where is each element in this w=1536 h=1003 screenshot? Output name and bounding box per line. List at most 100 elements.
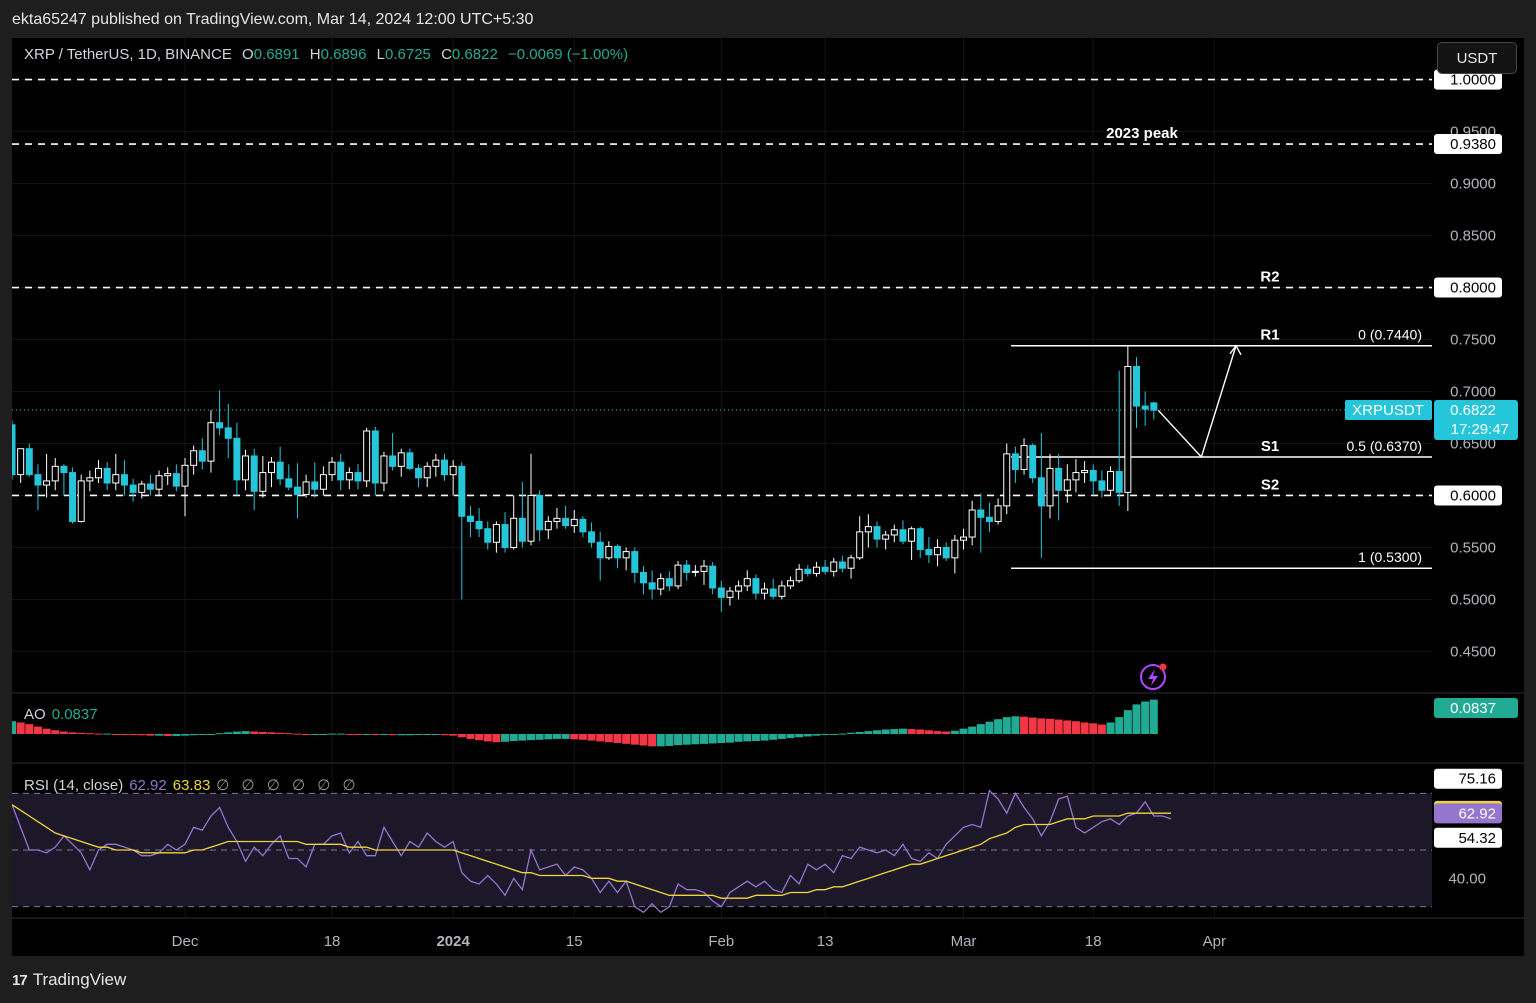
candle-body <box>293 486 301 495</box>
candle-body <box>207 422 215 462</box>
rsi-value: 62.92 <box>129 777 167 794</box>
currency-button[interactable]: USDT <box>1437 42 1517 74</box>
ao-bar <box>838 733 847 735</box>
ao-bar <box>864 731 873 734</box>
ao-bar <box>189 734 198 736</box>
ao-bar <box>630 734 639 745</box>
candle-body <box>475 520 483 530</box>
candle-body <box>562 517 570 527</box>
price-tick-label: 0.5500 <box>1450 539 1496 556</box>
fib-label: 1 (0.5300) <box>1358 549 1422 565</box>
ao-bar <box>42 728 51 734</box>
candle-body <box>380 455 388 484</box>
ao-bar <box>85 733 94 735</box>
fib-label: 0 (0.7440) <box>1358 327 1422 343</box>
symbol-badge-text: XRPUSDT <box>1352 402 1424 419</box>
symbol-title[interactable]: XRP / TetherUS, 1D, BINANCE <box>24 46 232 63</box>
ao-bar <box>302 734 311 735</box>
candle-body <box>1124 366 1132 493</box>
ao-bar <box>691 734 700 745</box>
candle-body <box>1072 472 1080 481</box>
ao-bar <box>388 734 397 736</box>
candle-body <box>596 541 604 559</box>
rsi-legend[interactable]: RSI (14, close) 62.92 63.83 ∅ ∅ ∅ ∅ ∅ ∅ <box>24 776 360 794</box>
level-badge-text: 1.0000 <box>1450 72 1496 89</box>
ao-bar <box>276 732 285 734</box>
candle-body <box>985 516 993 522</box>
ao-bar <box>898 728 907 734</box>
symbol-badge <box>1345 399 1432 420</box>
candle-body <box>138 483 146 493</box>
candle-body <box>605 545 613 559</box>
ao-bar <box>1028 717 1037 734</box>
ao-bar <box>59 731 68 734</box>
candle-body <box>120 474 128 486</box>
ao-bar <box>985 721 994 734</box>
rsi-max-badge <box>1434 768 1502 789</box>
published-info: ekta65247 published on TradingView.com, … <box>12 11 534 28</box>
candle-body <box>112 474 120 484</box>
candle-body <box>397 452 405 467</box>
high-label: H <box>309 46 321 63</box>
candle-body <box>345 472 353 481</box>
candle-body <box>441 459 448 476</box>
candle-body <box>1150 402 1158 411</box>
candle-body <box>406 452 414 469</box>
ao-bar <box>1020 716 1029 734</box>
ao-bar <box>232 731 241 734</box>
candle-body <box>354 472 362 482</box>
ao-bar <box>345 734 354 735</box>
close-value: 0.6822 <box>451 46 498 63</box>
ao-bar <box>120 734 129 735</box>
candle-body <box>1003 453 1011 507</box>
candle-body <box>916 528 924 551</box>
ao-legend[interactable]: AO 0.0837 <box>24 706 98 723</box>
ao-bar <box>1089 723 1098 734</box>
rsi-title: RSI (14, close) <box>24 777 124 794</box>
candle-body <box>259 472 267 492</box>
candle-body <box>743 578 751 587</box>
candle-body <box>544 520 552 531</box>
chart-area[interactable]: 1.00000.95000.90000.85000.80000.75000.70… <box>12 38 1524 956</box>
fib-text: R1 <box>1260 327 1279 344</box>
ao-bar <box>241 731 250 734</box>
ao-bar <box>803 734 812 737</box>
candle-body <box>925 549 933 556</box>
candle-body <box>95 467 102 479</box>
ao-bar <box>725 734 734 743</box>
candle-body <box>518 517 526 542</box>
ao-bar <box>224 732 233 734</box>
ao-bar <box>206 734 215 735</box>
candle-body <box>501 524 509 548</box>
change-value: −0.0069 (−1.00%) <box>507 46 629 63</box>
candle-body <box>86 477 94 482</box>
candle-body <box>449 465 457 476</box>
candle-body <box>795 568 803 582</box>
level-text: 2023 peak <box>1106 125 1178 142</box>
candle-body <box>1089 470 1097 482</box>
price-tick-label: 0.4500 <box>1450 643 1496 660</box>
level-badge <box>1434 69 1502 90</box>
candle-body <box>51 465 59 482</box>
chart-svg[interactable]: 1.00000.95000.90000.85000.80000.75000.70… <box>12 38 1524 956</box>
ao-bar <box>449 734 458 736</box>
ao-bar <box>267 732 276 734</box>
ao-bar <box>570 734 579 740</box>
candle-body <box>614 545 621 559</box>
rsi-min-badge <box>1434 827 1502 848</box>
candle-body <box>415 467 423 479</box>
ao-bar <box>976 724 985 734</box>
ao-bar <box>77 732 86 734</box>
time-tick-label: 15 <box>566 933 583 950</box>
candle-body <box>363 430 371 482</box>
candle-body <box>43 480 51 486</box>
ao-bar <box>362 734 371 735</box>
candle-body <box>155 475 163 490</box>
countdown-text: 17:29:47 <box>1451 421 1509 438</box>
ao-bar <box>881 729 890 734</box>
candle-body <box>873 526 881 540</box>
ao-bar <box>475 734 484 741</box>
candle-body <box>700 565 708 572</box>
tradingview-logo[interactable]: 17 TradingView <box>12 970 126 990</box>
ao-bar <box>760 734 769 741</box>
